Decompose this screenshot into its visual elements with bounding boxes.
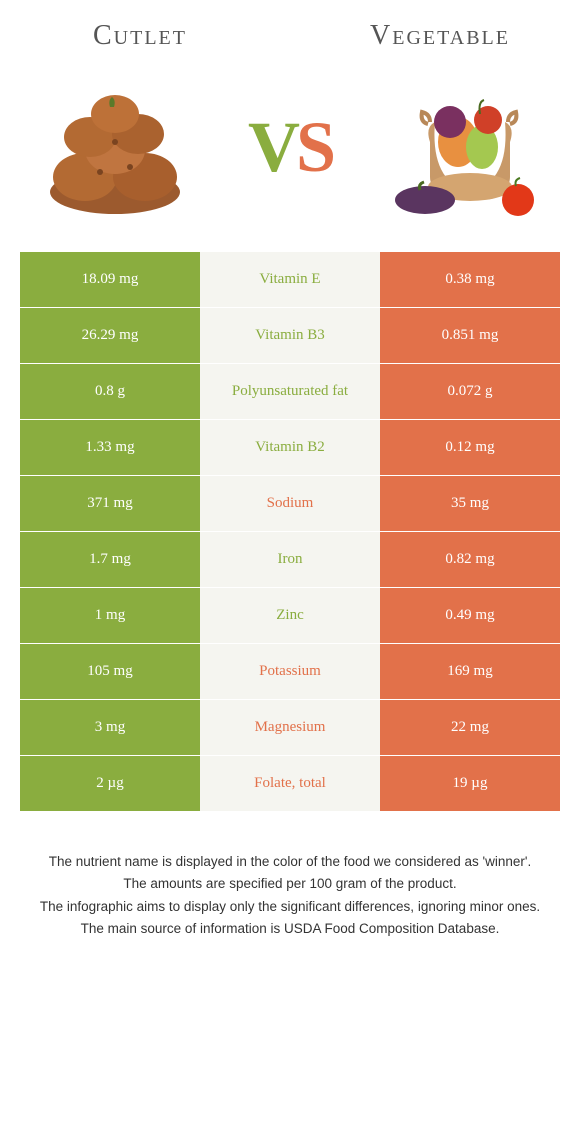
footer-line-4: The main source of information is USDA F… xyxy=(30,919,550,939)
right-value: 22 mg xyxy=(380,700,560,755)
left-value: 1.33 mg xyxy=(20,420,200,475)
left-value: 1.7 mg xyxy=(20,532,200,587)
left-value: 105 mg xyxy=(20,644,200,699)
nutrient-label: Vitamin B3 xyxy=(200,308,380,363)
left-value: 3 mg xyxy=(20,700,200,755)
left-value: 2 µg xyxy=(20,756,200,811)
nutrient-label: Potassium xyxy=(200,644,380,699)
table-row: 1.33 mgVitamin B20.12 mg xyxy=(20,420,560,476)
footer-line-1: The nutrient name is displayed in the co… xyxy=(30,852,550,872)
left-value: 1 mg xyxy=(20,588,200,643)
right-value: 0.49 mg xyxy=(380,588,560,643)
left-value: 18.09 mg xyxy=(20,252,200,307)
left-food-title: Cutlet xyxy=(40,20,240,52)
header-right: Vegetable xyxy=(340,20,540,52)
left-value: 26.29 mg xyxy=(20,308,200,363)
header-left: Cutlet xyxy=(40,20,240,52)
right-value: 0.851 mg xyxy=(380,308,560,363)
right-value: 19 µg xyxy=(380,756,560,811)
right-value: 169 mg xyxy=(380,644,560,699)
footer-line-2: The amounts are specified per 100 gram o… xyxy=(30,874,550,894)
vs-v: V xyxy=(248,107,296,187)
nutrient-label: Vitamin E xyxy=(200,252,380,307)
infographic-container: Cutlet Vegetable VS xyxy=(0,0,580,961)
comparison-table: 18.09 mgVitamin E0.38 mg26.29 mgVitamin … xyxy=(20,252,560,812)
table-row: 18.09 mgVitamin E0.38 mg xyxy=(20,252,560,308)
footer-line-3: The infographic aims to display only the… xyxy=(30,897,550,917)
nutrient-label: Sodium xyxy=(200,476,380,531)
cutlet-image xyxy=(30,72,200,222)
right-value: 35 mg xyxy=(380,476,560,531)
table-row: 26.29 mgVitamin B30.851 mg xyxy=(20,308,560,364)
right-value: 0.38 mg xyxy=(380,252,560,307)
table-row: 2 µgFolate, total19 µg xyxy=(20,756,560,812)
right-value: 0.12 mg xyxy=(380,420,560,475)
vegetable-image xyxy=(380,72,550,222)
images-row: VS xyxy=(0,62,580,252)
vs-label: VS xyxy=(248,106,332,189)
right-food-title: Vegetable xyxy=(340,20,540,52)
nutrient-label: Zinc xyxy=(200,588,380,643)
right-value: 0.82 mg xyxy=(380,532,560,587)
table-row: 371 mgSodium35 mg xyxy=(20,476,560,532)
table-row: 1.7 mgIron0.82 mg xyxy=(20,532,560,588)
right-value: 0.072 g xyxy=(380,364,560,419)
header-row: Cutlet Vegetable xyxy=(0,0,580,62)
table-row: 1 mgZinc0.49 mg xyxy=(20,588,560,644)
vs-s: S xyxy=(296,107,332,187)
table-row: 3 mgMagnesium22 mg xyxy=(20,700,560,756)
nutrient-label: Iron xyxy=(200,532,380,587)
left-value: 0.8 g xyxy=(20,364,200,419)
nutrient-label: Polyunsaturated fat xyxy=(200,364,380,419)
left-value: 371 mg xyxy=(20,476,200,531)
footer-notes: The nutrient name is displayed in the co… xyxy=(0,812,580,961)
nutrient-label: Vitamin B2 xyxy=(200,420,380,475)
table-row: 105 mgPotassium169 mg xyxy=(20,644,560,700)
nutrient-label: Folate, total xyxy=(200,756,380,811)
nutrient-label: Magnesium xyxy=(200,700,380,755)
table-row: 0.8 gPolyunsaturated fat0.072 g xyxy=(20,364,560,420)
